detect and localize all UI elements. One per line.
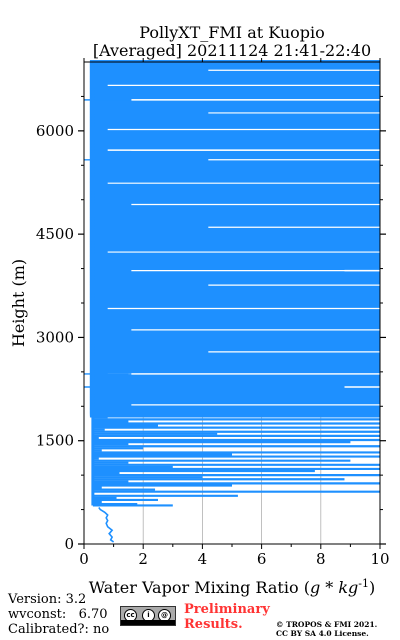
x-axis-label: Water Vapor Mixing Ratio (g * kg-1) <box>89 577 376 598</box>
y-axis-label: Height (m) <box>9 259 28 347</box>
x-tick-label: 2 <box>138 550 148 568</box>
chart-title-line-1: PollyXT_FMI at Kuopio <box>139 23 325 42</box>
x-tick-label: 0 <box>79 550 89 568</box>
profile-line-low <box>98 507 115 543</box>
cc-license-icon: cc i @ <box>120 606 176 626</box>
x-tick-label: 10 <box>370 550 389 568</box>
ticks-group <box>78 58 386 549</box>
y-tick-label: 4500 <box>36 225 74 243</box>
y-tick-label: 0 <box>64 535 74 553</box>
y-tick-label: 1500 <box>36 432 74 450</box>
y-tick-label: 3000 <box>36 328 74 346</box>
wvconst-text: wvconst: 6.70 <box>8 607 108 622</box>
x-tick-labels: 0 2 4 6 8 10 <box>79 550 389 568</box>
preliminary-results-note: Preliminary Results. <box>184 602 270 632</box>
x-tick-label: 4 <box>198 550 208 568</box>
y-tick-label: 6000 <box>36 122 74 140</box>
x-tick-label: 8 <box>316 550 326 568</box>
copyright-notice: © TROPOS & FMI 2021. CC BY SA 4.0 Licens… <box>276 620 378 638</box>
calibrated-text: Calibrated?: no <box>8 622 110 637</box>
series-group <box>84 59 380 543</box>
version-text: Version: 3.2 <box>8 592 87 607</box>
chart-title-line-2: [Averaged] 20211124 21:41-22:40 <box>92 41 372 60</box>
y-tick-labels: 0 1500 3000 4500 6000 <box>36 122 74 553</box>
x-tick-label: 6 <box>257 550 267 568</box>
